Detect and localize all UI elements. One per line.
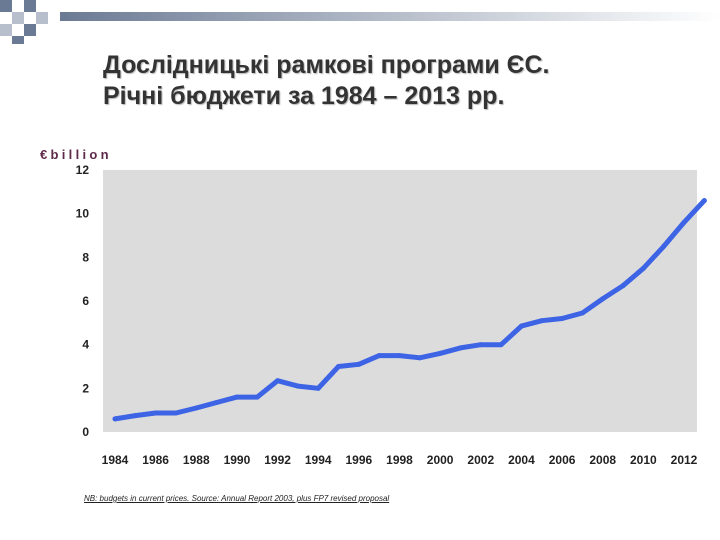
data-point [153,410,159,416]
x-tick-label: 2010 [630,453,657,467]
y-axis: 0 2 4 6 8 10 12 [76,163,90,439]
data-point [173,410,179,416]
header-rule [60,12,720,21]
data-point [132,413,138,419]
y-axis-unit-label: €billion [40,147,112,162]
source-footnote: NB: budgets in current prices. Source: A… [84,494,390,503]
x-tick-label: 2000 [427,453,454,467]
data-point [376,353,382,359]
x-tick-label: 2006 [549,453,576,467]
data-point [234,394,240,400]
data-points [112,198,707,422]
deco-square [36,12,48,24]
data-point [681,219,687,225]
x-tick-label: 2002 [467,453,494,467]
deco-square [0,0,12,12]
data-point [397,353,402,359]
data-point [640,265,646,271]
x-tick-label: 2004 [508,453,535,467]
y-tick-label: 6 [82,294,89,308]
deco-square [12,12,24,24]
budget-series-line [112,198,707,422]
x-tick-label: 1990 [224,453,251,467]
x-tick-label: 1992 [264,453,291,467]
data-point [559,316,565,321]
corner-decoration [0,0,48,44]
y-tick-label: 2 [82,381,89,395]
data-point [193,405,199,411]
data-point [275,378,281,384]
y-tick-label: 10 [76,207,90,221]
slide-title: Дослідницькі рамкові програми ЄС. Річні … [103,50,549,112]
y-tick-label: 4 [82,338,89,352]
deco-square [0,24,12,36]
plot-area [103,170,697,432]
data-point [579,310,585,316]
data-point [701,198,707,204]
data-point [661,243,667,249]
data-point [214,400,220,405]
data-point [539,318,545,324]
x-tick-label: 2008 [589,453,616,467]
data-point [600,296,606,302]
data-point [518,323,524,329]
x-axis: 1984 1986 1988 1990 1992 1994 1996 1998 2000 2002… [102,453,698,467]
deco-square [24,0,36,12]
x-tick-label: 1984 [102,453,129,467]
x-tick-label: 1998 [386,453,413,467]
data-point [458,345,463,351]
x-tick-label: 1994 [305,453,332,467]
data-point [336,364,341,369]
x-tick-label: 2012 [671,453,698,467]
data-point [254,394,260,400]
data-point [437,350,443,356]
data-point [112,416,118,422]
x-tick-label: 1988 [183,453,210,467]
y-tick-label: 0 [82,425,89,439]
data-point [498,342,504,348]
data-point [295,383,301,389]
data-point [478,342,484,348]
data-point [356,361,362,367]
y-tick-label: 12 [76,163,90,177]
title-line-2: Річні бюджети за 1984 – 2013 рр. [103,82,505,110]
deco-square [12,36,24,44]
x-tick-label: 1996 [346,453,373,467]
data-point [417,355,423,361]
data-point [315,385,321,391]
x-tick-label: 1986 [142,453,169,467]
y-tick-label: 8 [82,250,89,264]
data-point [620,283,626,289]
title-line-1: Дослідницькі рамкові програми ЄС. [103,51,550,79]
deco-square [24,24,36,36]
